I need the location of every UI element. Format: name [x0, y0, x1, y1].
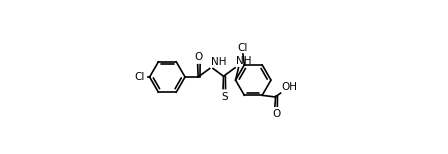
- Text: OH: OH: [282, 82, 298, 92]
- Text: S: S: [221, 92, 228, 102]
- Text: O: O: [195, 52, 203, 62]
- Text: Cl: Cl: [134, 72, 145, 82]
- Text: NH: NH: [236, 56, 251, 66]
- Text: Cl: Cl: [238, 43, 248, 53]
- Text: O: O: [272, 109, 280, 119]
- Text: NH: NH: [211, 57, 226, 67]
